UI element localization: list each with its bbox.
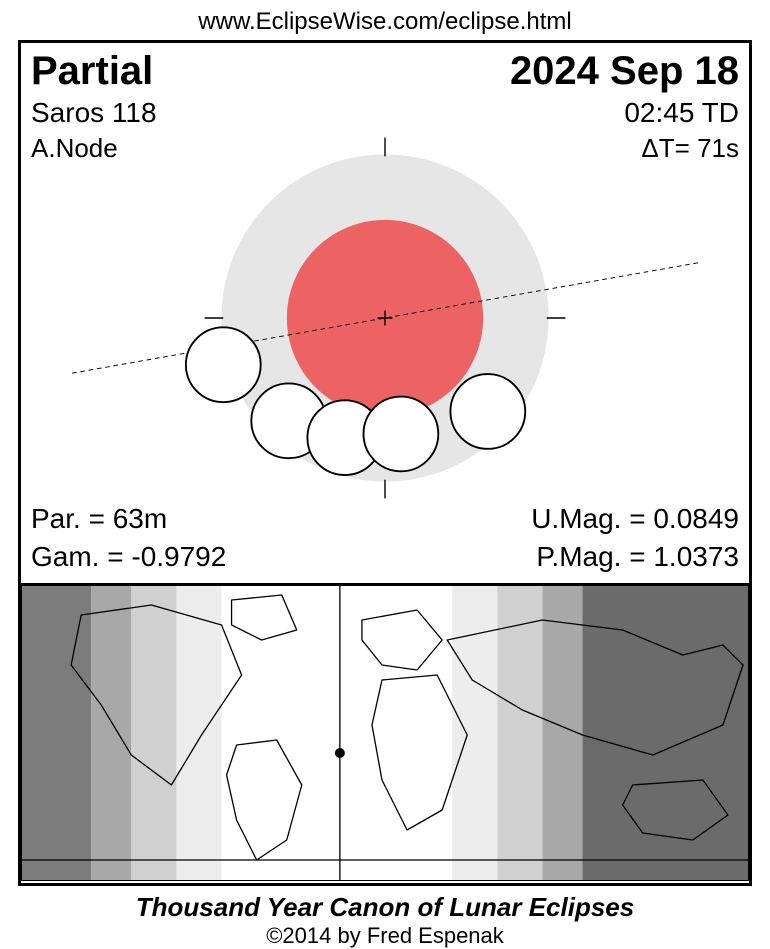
- shadow-diagram: [21, 103, 749, 533]
- gamma: Gam. = -0.9792: [31, 541, 226, 573]
- eclipse-date: 2024 Sep 18: [510, 49, 739, 94]
- footer: Thousand Year Canon of Lunar Eclipses ©2…: [0, 892, 770, 949]
- header-block: Partial 2024 Sep 18 Saros 118 02:45 TD A…: [21, 43, 749, 55]
- eclipse-type: Partial: [31, 49, 153, 94]
- canon-title: Thousand Year Canon of Lunar Eclipses: [0, 892, 770, 923]
- eclipse-card: www.EclipseWise.com/eclipse.html Partial…: [0, 0, 770, 940]
- source-url: www.EclipseWise.com/eclipse.html: [0, 0, 770, 40]
- visibility-map: [21, 583, 749, 881]
- frame: Partial 2024 Sep 18 Saros 118 02:45 TD A…: [18, 40, 752, 886]
- penumbral-magnitude: P.Mag. = 1.0373: [536, 541, 739, 573]
- copyright: ©2014 by Fred Espenak: [0, 923, 770, 949]
- partial-duration: Par. = 63m: [31, 503, 167, 535]
- umbral-magnitude: U.Mag. = 0.0849: [531, 503, 739, 535]
